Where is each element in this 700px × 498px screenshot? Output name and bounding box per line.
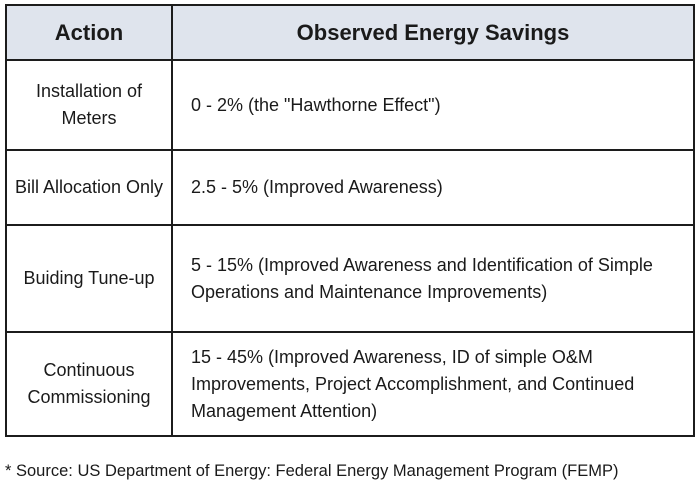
savings-cell: 5 - 15% (Improved Awareness and Identifi…	[171, 224, 695, 333]
table-row: Bill Allocation Only 2.5 - 5% (Improved …	[5, 149, 695, 226]
table-row: Continuous Commissioning 15 - 45% (Impro…	[5, 331, 695, 437]
table-row: Buiding Tune-up 5 - 15% (Improved Awaren…	[5, 224, 695, 333]
action-cell: Buiding Tune-up	[5, 224, 173, 333]
table-row: Installation of Meters 0 - 2% (the "Hawt…	[5, 59, 695, 151]
table-header: Action Observed Energy Savings	[5, 4, 695, 61]
action-cell: Continuous Commissioning	[5, 331, 173, 437]
savings-cell: 15 - 45% (Improved Awareness, ID of simp…	[171, 331, 695, 437]
table-body: Installation of Meters 0 - 2% (the "Hawt…	[5, 59, 695, 437]
savings-cell: 0 - 2% (the "Hawthorne Effect")	[171, 59, 695, 151]
source-footnote: * Source: US Department of Energy: Feder…	[5, 462, 619, 480]
savings-cell: 2.5 - 5% (Improved Awareness)	[171, 149, 695, 226]
action-cell: Bill Allocation Only	[5, 149, 173, 226]
energy-savings-table: Action Observed Energy Savings Installat…	[5, 4, 695, 437]
action-cell: Installation of Meters	[5, 59, 173, 151]
header-row: Action Observed Energy Savings	[5, 4, 695, 61]
action-column-header: Action	[5, 4, 173, 61]
savings-column-header: Observed Energy Savings	[171, 4, 695, 61]
